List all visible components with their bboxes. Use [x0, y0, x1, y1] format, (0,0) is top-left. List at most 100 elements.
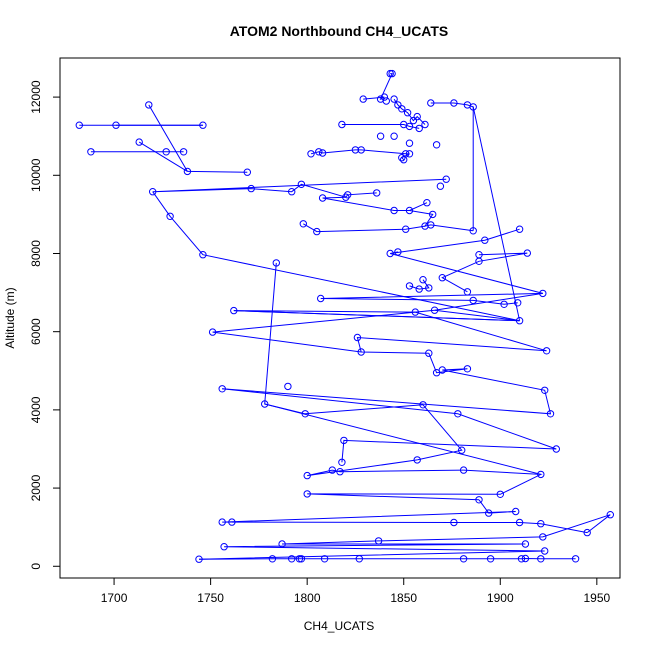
data-point [469, 296, 477, 305]
series-line [138, 104, 188, 172]
data-point [359, 95, 367, 103]
data-point [514, 299, 522, 307]
data-point [515, 317, 524, 325]
x-tick-label: 1850 [390, 591, 417, 605]
data-point [403, 109, 412, 117]
data-point [230, 306, 238, 315]
data-point [537, 520, 545, 528]
data-point [537, 555, 545, 563]
data-point [425, 284, 433, 292]
data-point [546, 410, 555, 418]
data-point [438, 366, 446, 374]
data-point [320, 555, 329, 563]
series-line [198, 543, 545, 560]
data-point [521, 554, 530, 563]
data-point [409, 116, 418, 125]
data-point [353, 333, 362, 342]
x-axis-label: CH4_UCATS [304, 619, 374, 633]
data-point [112, 121, 120, 129]
data-point [541, 386, 549, 394]
data-point [486, 555, 495, 563]
y-tick-label: 4000 [29, 396, 43, 423]
data-point [374, 537, 383, 545]
data-point [459, 466, 468, 474]
x-tick-label: 1950 [583, 591, 610, 605]
series-line [393, 98, 426, 125]
series-line [320, 292, 543, 305]
data-point [318, 149, 327, 157]
data-point [307, 150, 315, 158]
data-point [344, 191, 352, 199]
data-point [336, 468, 344, 476]
data-point [398, 154, 406, 162]
data-point [523, 249, 531, 257]
data-point [450, 99, 458, 107]
series-line [307, 459, 464, 477]
series-line [303, 223, 426, 233]
series-line [390, 228, 520, 254]
data-point [463, 365, 472, 373]
data-point [268, 555, 277, 563]
data-point [398, 105, 406, 113]
series-line [356, 311, 547, 354]
data-point [402, 225, 410, 233]
data-point [423, 199, 431, 207]
chart-title: ATOM2 Northbound CH4_UCATS [230, 23, 449, 39]
data-point [485, 509, 493, 517]
data-point [351, 146, 360, 154]
data-point [135, 138, 143, 146]
series-line [430, 102, 474, 231]
series-line [341, 124, 420, 129]
plot-frame [59, 57, 621, 579]
series-line [231, 521, 588, 534]
data-point [179, 148, 188, 156]
data-point [405, 206, 414, 215]
series-line [152, 178, 447, 198]
data-point [357, 146, 365, 154]
data-point [357, 348, 365, 356]
data-point [469, 103, 477, 111]
data-point [297, 180, 306, 189]
data-point [481, 236, 489, 244]
data-point [539, 533, 547, 541]
data-point [376, 132, 385, 140]
data-point [512, 507, 520, 516]
data-point [458, 446, 466, 454]
data-point [415, 124, 423, 133]
data-point [328, 466, 336, 474]
data-point [162, 148, 170, 156]
data-point [278, 540, 286, 548]
series-line [307, 469, 543, 501]
series-line [441, 252, 528, 293]
data-point [338, 120, 346, 129]
data-point [539, 289, 547, 298]
y-tick-label: 6000 [29, 318, 43, 345]
data-point [382, 97, 390, 105]
data-point [405, 150, 414, 158]
data-point [388, 69, 396, 78]
data-point [318, 194, 327, 202]
data-point [463, 288, 472, 296]
data-point [496, 490, 504, 498]
data-point [166, 212, 174, 221]
data-point [454, 410, 462, 418]
data-point [355, 555, 363, 563]
data-point [87, 148, 95, 156]
data-point [218, 385, 226, 393]
data-point [295, 555, 304, 563]
data-point [342, 193, 350, 201]
data-point [541, 547, 549, 555]
y-tick-label: 2000 [29, 474, 43, 501]
series-lines [79, 73, 611, 560]
data-point [432, 141, 441, 149]
data-point [199, 121, 207, 129]
data-point [425, 349, 433, 357]
data-point [475, 496, 483, 504]
data-point [583, 528, 591, 537]
data-point [459, 555, 468, 563]
data-point [208, 328, 217, 336]
data-point [405, 122, 414, 131]
series-line [264, 403, 424, 415]
data-point [436, 182, 445, 190]
data-point [475, 257, 483, 265]
